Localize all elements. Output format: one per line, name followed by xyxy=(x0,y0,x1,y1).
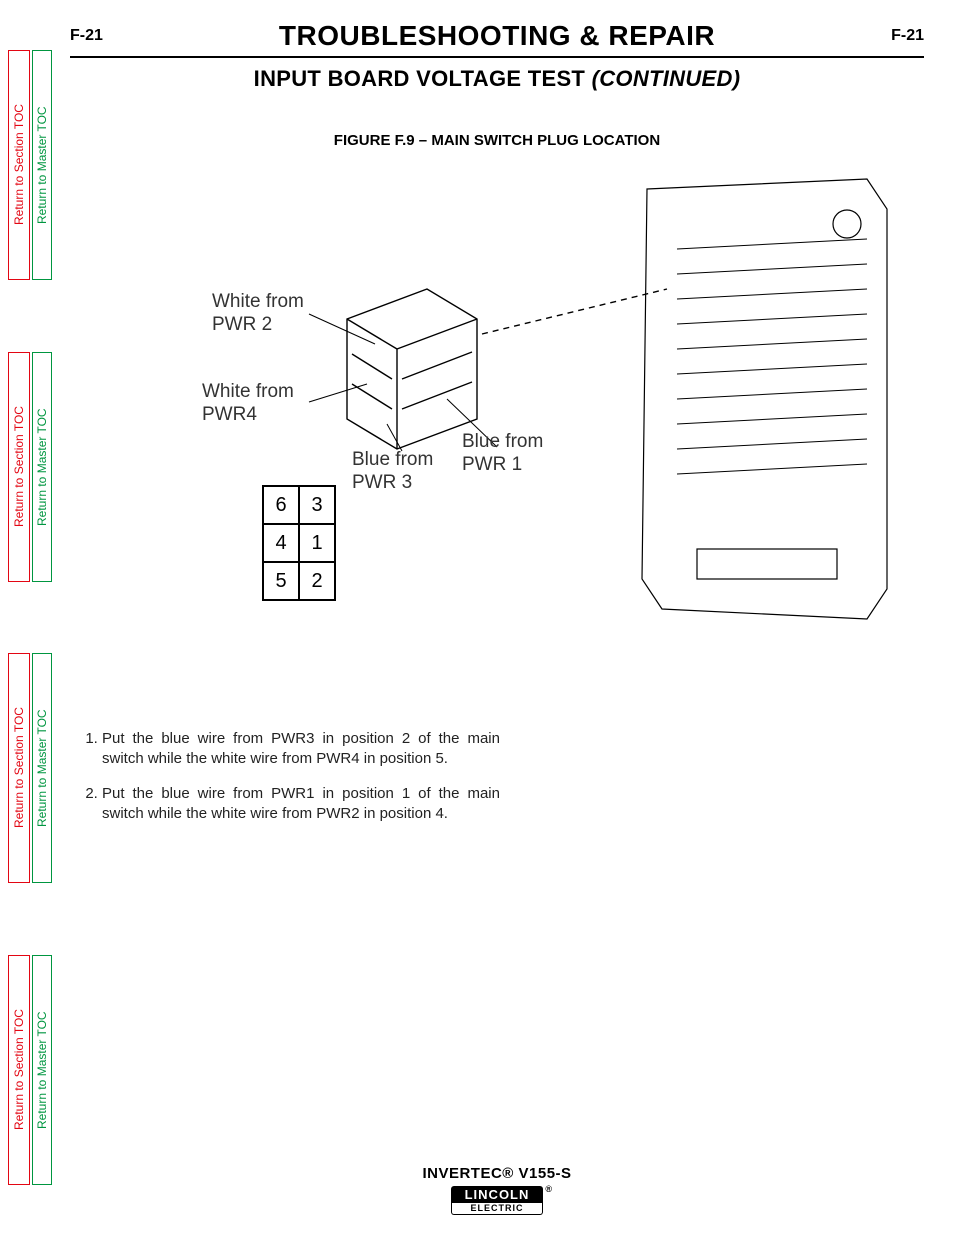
instructions: Put the blue wire from PWR3 in position … xyxy=(80,729,500,824)
label-blue-pwr1: Blue fromPWR 1 xyxy=(462,431,543,477)
return-master-toc-tab[interactable]: Return to Master TOC xyxy=(32,653,52,883)
pin-cell: 3 xyxy=(299,486,335,524)
subtitle-main: INPUT BOARD VOLTAGE TEST xyxy=(254,66,592,91)
page-footer: INVERTEC® V155-S LINCOLN ELECTRIC xyxy=(70,1165,924,1215)
return-section-toc-tab[interactable]: Return to Section TOC xyxy=(8,50,30,280)
return-master-toc-tab[interactable]: Return to Master TOC xyxy=(32,352,52,582)
side-tab-rail: Return to Section TOC Return to Section … xyxy=(8,0,52,1235)
label-white-pwr4: White fromPWR4 xyxy=(202,381,294,427)
logo-top: LINCOLN xyxy=(451,1186,543,1203)
model-label: INVERTEC® V155-S xyxy=(70,1165,924,1182)
pin-cell: 4 xyxy=(263,524,299,562)
page-header: F-21 TROUBLESHOOTING & REPAIR F-21 xyxy=(70,20,924,58)
return-section-toc-tab[interactable]: Return to Section TOC xyxy=(8,352,30,582)
table-row: 4 1 xyxy=(263,524,335,562)
page-subtitle: INPUT BOARD VOLTAGE TEST (CONTINUED) xyxy=(70,66,924,92)
brand-logo: LINCOLN ELECTRIC xyxy=(451,1186,543,1215)
table-row: 6 3 xyxy=(263,486,335,524)
return-section-toc-tab[interactable]: Return to Section TOC xyxy=(8,955,30,1185)
figure-diagram: White fromPWR 2 White fromPWR4 Blue from… xyxy=(87,169,907,649)
logo-bottom: ELECTRIC xyxy=(451,1203,543,1215)
page-title: TROUBLESHOOTING & REPAIR xyxy=(103,20,891,52)
pin-cell: 1 xyxy=(299,524,335,562)
label-blue-pwr3: Blue fromPWR 3 xyxy=(352,449,433,495)
pin-table: 6 3 4 1 5 2 xyxy=(262,485,336,601)
figure-caption: FIGURE F.9 – MAIN SWITCH PLUG LOCATION xyxy=(70,132,924,149)
pin-cell: 2 xyxy=(299,562,335,600)
return-master-toc-tab[interactable]: Return to Master TOC xyxy=(32,955,52,1185)
master-tab-col: Return to Master TOC Return to Master TO… xyxy=(30,0,52,1235)
return-section-toc-tab[interactable]: Return to Section TOC xyxy=(8,653,30,883)
instruction-item: Put the blue wire from PWR3 in position … xyxy=(102,729,500,770)
page-number-right: F-21 xyxy=(891,27,924,45)
pin-cell: 6 xyxy=(263,486,299,524)
page-body: F-21 TROUBLESHOOTING & REPAIR F-21 INPUT… xyxy=(70,20,924,838)
pin-cell: 5 xyxy=(263,562,299,600)
table-row: 5 2 xyxy=(263,562,335,600)
page-number-left: F-21 xyxy=(70,27,103,45)
return-master-toc-tab[interactable]: Return to Master TOC xyxy=(32,50,52,280)
label-white-pwr2: White fromPWR 2 xyxy=(212,291,304,337)
subtitle-tail: (CONTINUED) xyxy=(592,66,741,91)
section-tab-col: Return to Section TOC Return to Section … xyxy=(8,0,30,1235)
instruction-item: Put the blue wire from PWR1 in position … xyxy=(102,784,500,825)
